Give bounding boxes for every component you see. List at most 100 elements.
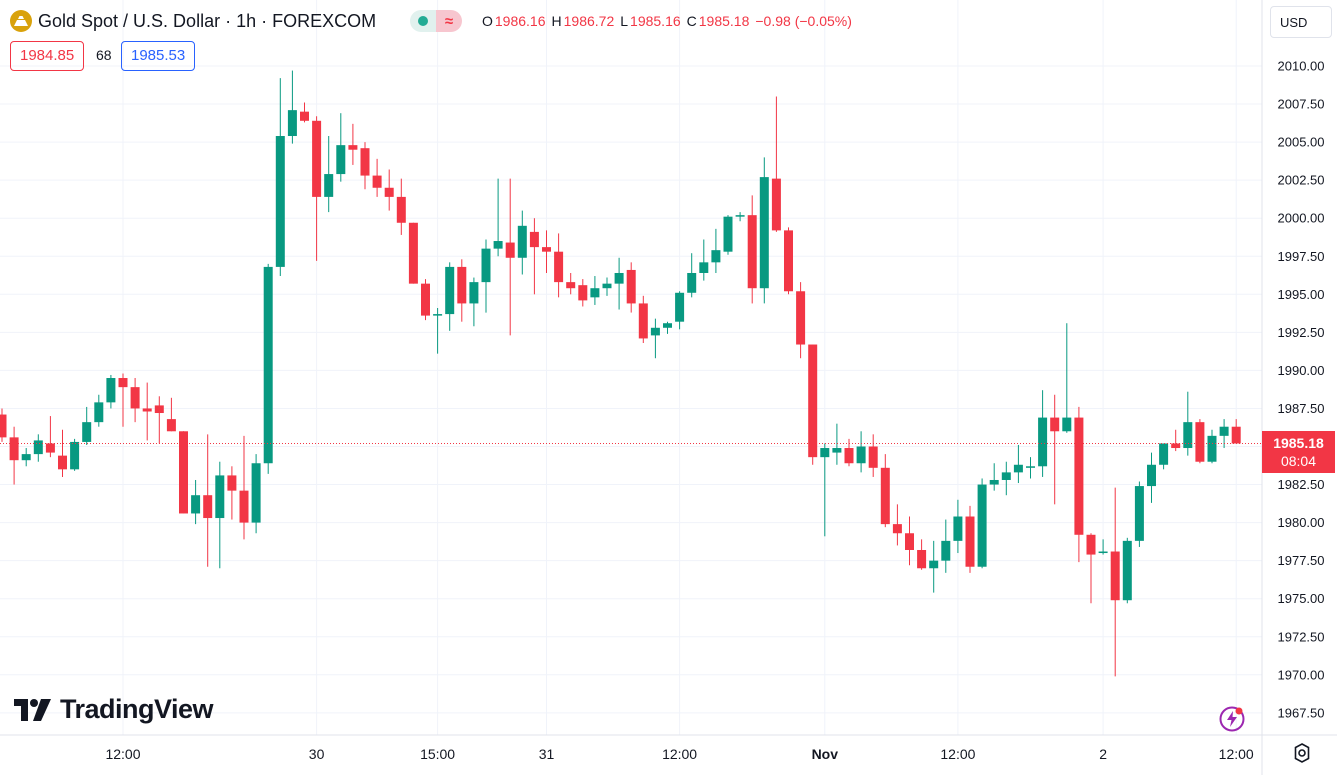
candle-body [1159, 443, 1169, 465]
candle-body [747, 215, 757, 289]
candle [21, 448, 31, 467]
candle-body [82, 422, 92, 442]
candle-body [457, 266, 467, 304]
y-tick-label: 1980.00 [1278, 515, 1325, 530]
gear-icon[interactable] [1291, 742, 1313, 764]
candle [0, 408, 7, 442]
candle [1062, 323, 1072, 433]
y-tick-label: 1995.00 [1278, 287, 1325, 302]
y-tick-label: 2010.00 [1278, 59, 1325, 74]
candle [1183, 391, 1193, 456]
candle [663, 321, 672, 334]
candle-body [505, 242, 515, 258]
tradingview-logo-icon [14, 698, 51, 721]
y-tick-label: 2007.50 [1278, 97, 1325, 112]
candle-body [1074, 417, 1084, 535]
candle [1038, 390, 1048, 477]
candle-body [1207, 435, 1217, 462]
lightning-icon[interactable] [1218, 705, 1246, 733]
candle [1110, 487, 1120, 677]
y-tick-label: 2002.50 [1278, 173, 1325, 188]
sell-button[interactable]: 1984.85 [10, 41, 85, 71]
candle-body [493, 241, 503, 249]
candle-body [1098, 551, 1108, 554]
candle-body [45, 443, 55, 453]
candle-body [953, 516, 963, 541]
candle-body [275, 136, 285, 267]
candle [408, 222, 418, 284]
candle [784, 227, 793, 295]
candle [1159, 443, 1169, 470]
market-status[interactable]: ≈ [410, 10, 462, 32]
candle [953, 499, 963, 554]
currency-selector[interactable]: USD [1270, 6, 1332, 38]
x-tick-label: 31 [539, 746, 555, 762]
candle-body [578, 285, 588, 301]
candle [542, 230, 551, 273]
candle-body [626, 269, 636, 304]
candle-body [166, 419, 176, 432]
candle-body [142, 408, 152, 412]
brand-name: TradingView [60, 694, 214, 724]
tradingview-logo[interactable]: TradingView [14, 694, 214, 725]
candle [1086, 533, 1096, 604]
candle-body [941, 540, 951, 561]
low-value: 1985.16 [630, 13, 681, 29]
candle-body [1050, 417, 1060, 432]
candle [989, 463, 999, 491]
candle [166, 397, 176, 432]
buy-button[interactable]: 1985.53 [121, 41, 196, 71]
candle [1207, 429, 1217, 464]
candle-body [1086, 534, 1096, 555]
candle-body [21, 454, 31, 461]
candle [457, 259, 467, 322]
candle [699, 239, 709, 281]
candle-body [711, 250, 721, 263]
candle [94, 394, 104, 427]
candle-body [820, 448, 830, 458]
candle-body [191, 495, 201, 514]
candle-body [179, 431, 188, 514]
candle-body [989, 479, 999, 485]
candle [1147, 452, 1156, 503]
symbol-title[interactable]: Gold Spot / U.S. Dollar · 1h · FOREXCOM [38, 11, 377, 31]
candle-body [154, 405, 164, 414]
candle-body [868, 446, 878, 468]
candle [856, 431, 866, 473]
gold-coin-icon[interactable] [10, 10, 32, 32]
candle [300, 102, 309, 123]
y-tick-label: 1977.50 [1278, 553, 1325, 568]
candle [70, 438, 80, 471]
high-value: 1986.72 [563, 13, 615, 29]
candle-body [832, 448, 842, 453]
candle [638, 295, 648, 344]
candle-body [735, 215, 745, 217]
candle-body [372, 175, 382, 188]
candle-body [239, 490, 249, 523]
candle-body [94, 402, 104, 423]
candle-body [917, 549, 927, 569]
y-tick-label: 2000.00 [1278, 211, 1325, 226]
spread-value: 68 [96, 47, 112, 63]
candle [45, 416, 55, 458]
candle [360, 142, 370, 190]
candle [421, 279, 430, 321]
candle [130, 378, 140, 423]
candle [675, 291, 685, 330]
candle [759, 157, 769, 304]
candle-body [70, 441, 80, 470]
candle [905, 516, 914, 566]
x-tick-label: 12:00 [662, 746, 697, 762]
candle-body [638, 303, 648, 339]
candle [1134, 481, 1144, 547]
candle [1074, 406, 1084, 563]
candle-body [965, 516, 975, 567]
high-label: H [551, 13, 562, 29]
candle [82, 406, 92, 445]
candle [469, 277, 479, 327]
candle [58, 429, 67, 477]
candle-body [336, 145, 346, 175]
candle [892, 504, 902, 546]
candle [239, 435, 249, 540]
